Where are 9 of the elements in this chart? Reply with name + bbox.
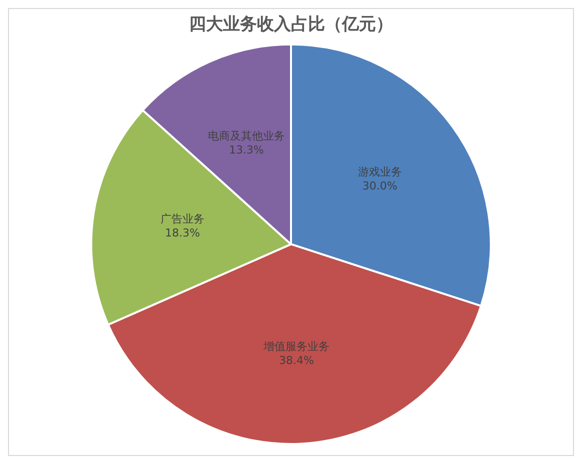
- data-label: 13.3%: [228, 144, 264, 157]
- data-label: 30.0%: [362, 179, 398, 192]
- slice-label: 广告业务: [160, 212, 205, 226]
- slice-label: 增值服务业务: [262, 340, 330, 353]
- slice-label: 游戏业务: [358, 165, 402, 178]
- slice-label: 电商及其他业务: [208, 130, 285, 143]
- chart-title: 四大业务收入占比（亿元）: [189, 14, 393, 35]
- data-label: 38.4%: [279, 354, 314, 367]
- data-label: 18.3%: [165, 226, 200, 240]
